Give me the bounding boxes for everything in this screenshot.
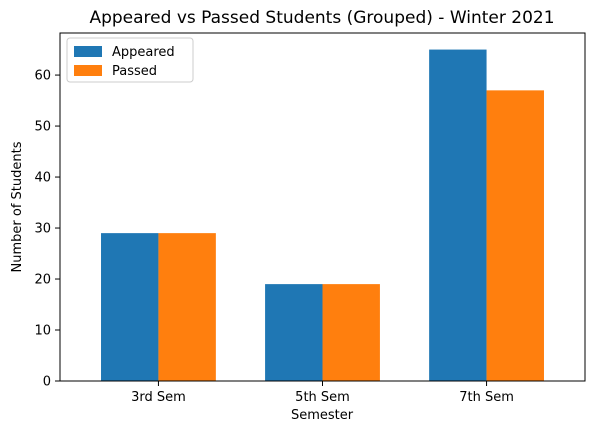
legend-swatch-passed (74, 65, 102, 76)
x-tick-label: 7th Sem (459, 390, 514, 405)
legend-label-passed: Passed (112, 64, 157, 79)
x-tick-label: 3rd Sem (131, 390, 186, 405)
bar-passed-3rd-sem (158, 233, 216, 381)
x-axis-label: Semester (291, 408, 354, 423)
y-tick-label: 40 (34, 171, 51, 186)
plot-area (101, 49, 544, 382)
x-axis: 3rd Sem 5th Sem 7th Sem (131, 381, 514, 405)
y-tick-label: 20 (34, 273, 51, 288)
y-axis-label: Number of Students (10, 141, 25, 272)
y-tick-label: 30 (34, 222, 51, 237)
legend-swatch-appeared (74, 46, 102, 57)
x-tick-label: 5th Sem (295, 390, 350, 405)
y-axis: 0 10 20 30 40 50 60 (34, 69, 60, 390)
y-tick-label: 0 (43, 375, 51, 390)
y-tick-label: 50 (34, 120, 51, 135)
chart-title: Appeared vs Passed Students (Grouped) - … (89, 8, 554, 28)
legend: Appeared Passed (66, 37, 194, 83)
y-tick-label: 10 (34, 324, 51, 339)
bar-passed-7th-sem (486, 90, 544, 382)
bar-passed-5th-sem (322, 284, 380, 381)
legend-label-appeared: Appeared (112, 45, 175, 60)
bar-appeared-5th-sem (265, 284, 323, 381)
plot-frame (59, 32, 586, 382)
bar-appeared-3rd-sem (101, 233, 159, 381)
bar-appeared-7th-sem (429, 49, 487, 381)
y-tick-label: 60 (34, 69, 51, 84)
